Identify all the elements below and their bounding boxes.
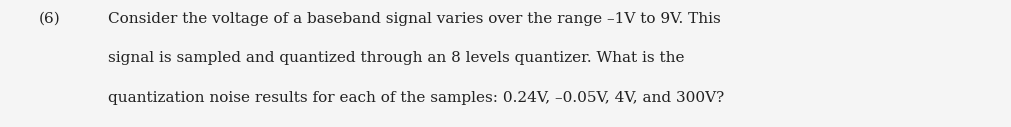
- Text: Consider the voltage of a baseband signal varies over the range –1V to 9V. This: Consider the voltage of a baseband signa…: [108, 12, 721, 26]
- Text: quantization noise results for each of the samples: 0.24V, –0.05V, 4V, and 300V?: quantization noise results for each of t…: [108, 91, 725, 105]
- Text: (6): (6): [38, 12, 61, 26]
- Text: signal is sampled and quantized through an 8 levels quantizer. What is the: signal is sampled and quantized through …: [108, 51, 684, 65]
